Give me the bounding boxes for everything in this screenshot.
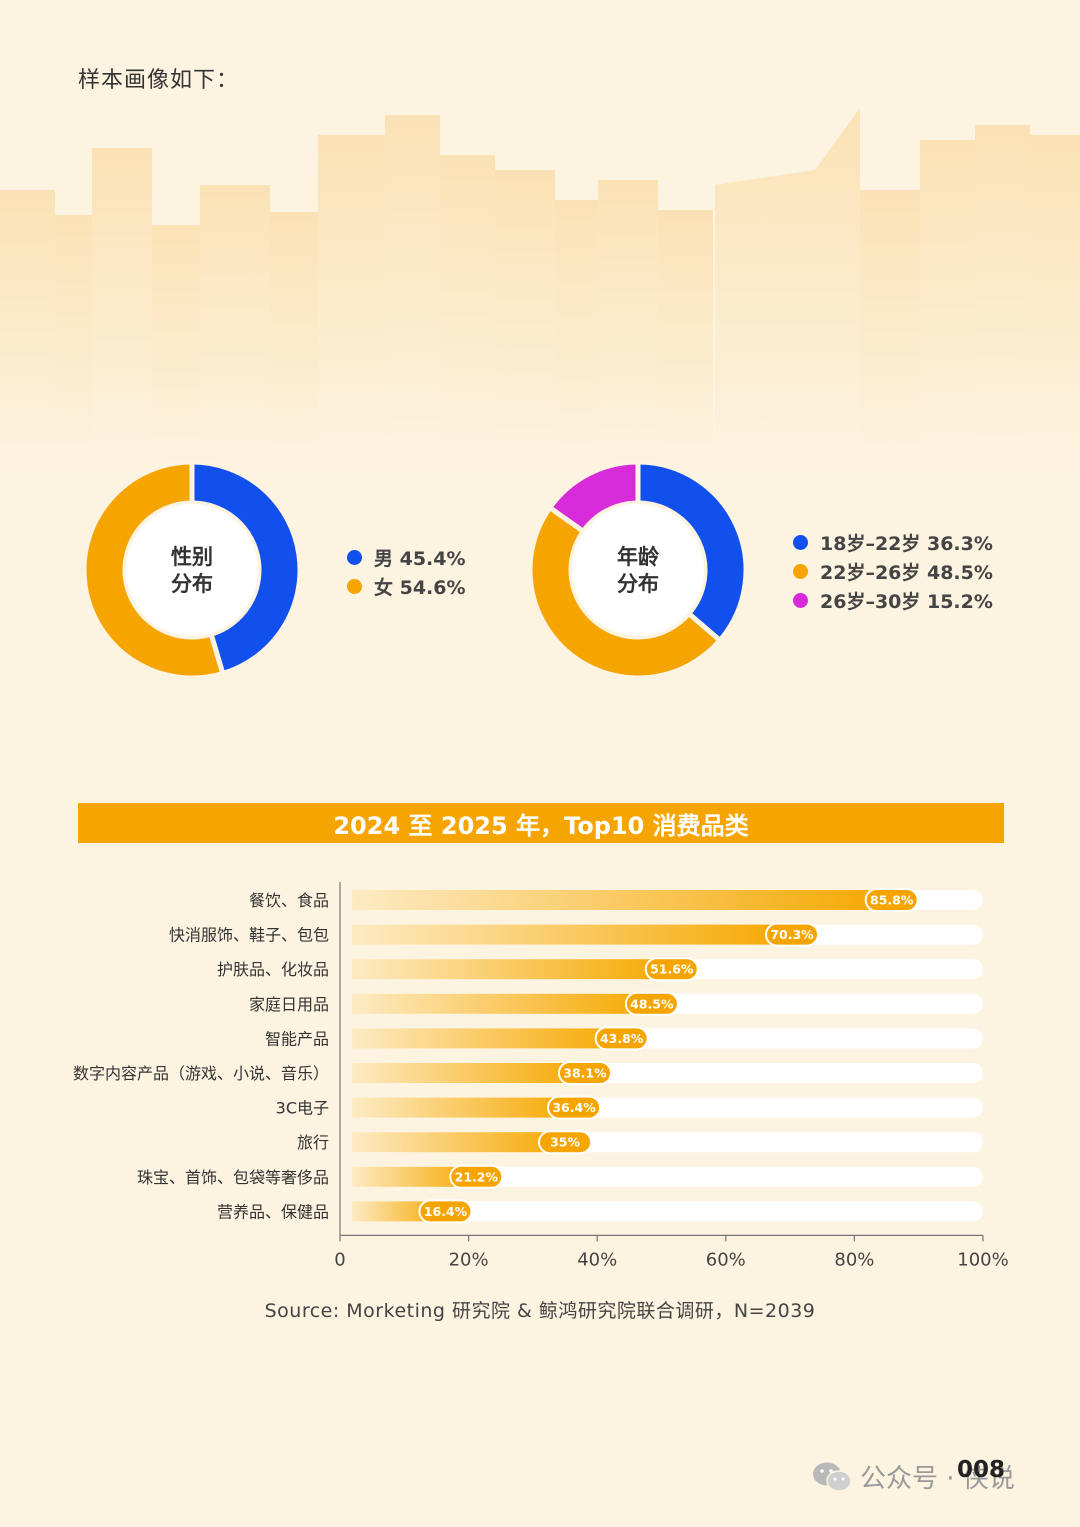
- bar-7: [352, 1132, 566, 1153]
- watermark: 公众号 · 侠说: [812, 1458, 1015, 1495]
- bar-value-pill-2: [644, 957, 699, 982]
- gender-center-label-0: 性别: [171, 545, 213, 569]
- bar-1: [352, 924, 793, 945]
- bar-value-label-5: 38.1%: [563, 1066, 607, 1081]
- x-tick-label-3: 60%: [706, 1249, 746, 1270]
- bar-value-label-6: 36.4%: [552, 1100, 596, 1115]
- wechat-icon: [813, 1462, 852, 1492]
- age-center: [572, 504, 704, 636]
- bar-value-pill-6: [547, 1095, 602, 1120]
- gender-slice-1: [82, 460, 226, 680]
- bar-8: [352, 1166, 477, 1187]
- bar-2: [352, 959, 672, 980]
- x-tick-label-4: 80%: [834, 1249, 874, 1270]
- legend-item-female: 女 54.6%: [347, 572, 466, 601]
- bar-value-label-7: 35%: [550, 1135, 580, 1150]
- category-label-6: 3C电子: [276, 1099, 329, 1118]
- bar-value-pill-9: [418, 1199, 473, 1224]
- age-center-label-0: 年龄: [617, 545, 660, 569]
- intro-text: 样本画像如下：: [78, 68, 240, 93]
- bar-value-pill-4: [594, 1026, 649, 1051]
- bar-value-pill-5: [557, 1061, 612, 1085]
- age-slice-0: [635, 460, 748, 644]
- skyline-background: [0, 108, 1080, 470]
- watermark-text: 公众号 · 侠说: [860, 1464, 1015, 1494]
- bar-value-label-1: 70.3%: [770, 927, 814, 942]
- legend-label-age-26-30: 26岁–30岁 15.2%: [820, 591, 993, 613]
- bar-track-8: [352, 1166, 983, 1187]
- age-center-label-1: 分布: [617, 572, 659, 596]
- bar-6: [352, 1097, 575, 1118]
- legend-label-female: 女 54.6%: [374, 577, 466, 599]
- legend-dot-age-22-26: [793, 564, 808, 579]
- x-tick-label-2: 40%: [577, 1249, 617, 1270]
- bar-value-label-2: 51.6%: [650, 962, 694, 977]
- age-slice-1: [528, 504, 724, 680]
- bar-chart-title: 2024 至 2025 年，Top10 消费品类: [78, 803, 1004, 843]
- legend-dot-male: [347, 550, 362, 565]
- category-label-8: 珠宝、首饰、包袋等奢侈品: [137, 1168, 329, 1187]
- age-legend: 18岁–22岁 36.3% 22岁–26岁 48.5% 26岁–30岁 15.2…: [793, 528, 993, 615]
- category-label-5: 数字内容产品（游戏、小说、音乐）: [73, 1064, 329, 1083]
- bar-value-pill-3: [624, 991, 679, 1016]
- x-tick-label-5: 100%: [957, 1249, 1008, 1270]
- bar-value-label-9: 16.4%: [424, 1204, 468, 1219]
- bar-track-9: [352, 1201, 983, 1222]
- gender-center: [126, 504, 258, 636]
- bar-value-label-4: 43.8%: [600, 1031, 644, 1046]
- bar-value-pill-1: [765, 922, 820, 947]
- gender-slice-0: [189, 460, 302, 677]
- category-label-7: 旅行: [297, 1133, 329, 1152]
- legend-dot-age-26-30: [793, 593, 808, 608]
- bar-value-pill-0: [864, 888, 919, 912]
- x-tick-label-0: 0: [334, 1249, 345, 1270]
- legend-label-age-22-26: 22岁–26岁 48.5%: [820, 562, 993, 584]
- legend-item-age-18-22: 18岁–22岁 36.3%: [793, 528, 993, 557]
- legend-item-age-26-30: 26岁–30岁 15.2%: [793, 586, 993, 615]
- legend-item-age-22-26: 22岁–26岁 48.5%: [793, 557, 993, 586]
- bar-value-pill-7: [538, 1130, 593, 1155]
- category-label-4: 智能产品: [265, 1029, 329, 1048]
- bar-4: [352, 1028, 622, 1049]
- page-number: 008: [957, 1457, 1006, 1483]
- category-label-9: 营养品、保健品: [217, 1202, 329, 1221]
- bar-3: [352, 993, 652, 1014]
- category-label-1: 快消服饰、鞋子、包包: [169, 926, 329, 945]
- age-slice-2: [546, 460, 641, 535]
- legend-label-age-18-22: 18岁–22岁 36.3%: [820, 533, 993, 555]
- legend-dot-age-18-22: [793, 535, 808, 550]
- category-label-3: 家庭日用品: [249, 995, 329, 1014]
- source-note: Source: Morketing 研究院 & 鲸鸿研究院联合调研，N=2039: [264, 1300, 816, 1322]
- bar-value-label-3: 48.5%: [630, 996, 674, 1011]
- gender-center-label-1: 分布: [171, 572, 213, 596]
- bar-0: [352, 890, 892, 910]
- bar-value-pill-8: [449, 1164, 504, 1189]
- gender-legend: 男 45.4% 女 54.6%: [347, 543, 466, 601]
- bar-value-label-0: 85.8%: [870, 893, 914, 908]
- legend-label-male: 男 45.4%: [374, 548, 466, 570]
- category-label-2: 护肤品、化妆品: [217, 960, 329, 979]
- legend-dot-female: [347, 579, 362, 594]
- x-tick-label-1: 20%: [449, 1249, 489, 1270]
- legend-item-male: 男 45.4%: [347, 543, 466, 572]
- bar-value-label-8: 21.2%: [455, 1169, 499, 1184]
- bar-5: [352, 1063, 585, 1083]
- top10-bar-chart: 85.8% 餐饮、食品 70.3% 快消服饰、鞋子、包包 51.6% 护肤品、化妆品 48.…: [73, 882, 1009, 1270]
- category-label-0: 餐饮、食品: [249, 891, 329, 910]
